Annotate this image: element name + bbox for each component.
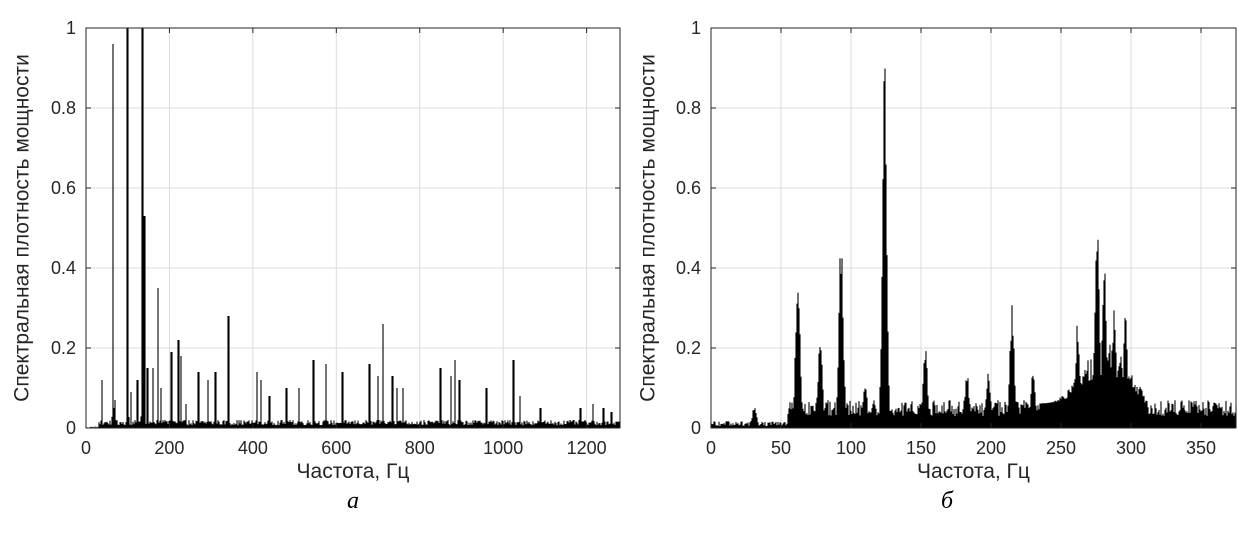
y-axis-label-b: Спектральная плотность мощности	[637, 54, 660, 402]
y-tick-label-a: 0.6	[51, 178, 76, 198]
panel-label-b: б	[941, 488, 954, 514]
x-tick-label-b: 250	[1046, 438, 1076, 458]
plot-area-b	[711, 28, 1236, 428]
x-tick-label-a: 1000	[483, 438, 523, 458]
x-tick-label-a: 400	[238, 438, 268, 458]
x-tick-label-b: 50	[771, 438, 791, 458]
plot-area-a	[86, 28, 620, 428]
x-tick-label-b: 200	[976, 438, 1006, 458]
x-tick-label-b: 300	[1116, 438, 1146, 458]
y-tick-label-b: 0.8	[676, 98, 701, 118]
x-tick-label-a: 0	[81, 438, 91, 458]
y-tick-label-b: 0.4	[676, 258, 701, 278]
x-tick-label-b: 0	[706, 438, 716, 458]
y-tick-label-b: 0.6	[676, 178, 701, 198]
y-tick-label-a: 0.4	[51, 258, 76, 278]
x-axis-label-b: Частота, Гц	[917, 460, 1030, 483]
axes-box-b	[710, 27, 1237, 429]
axes-box-a	[85, 27, 621, 429]
x-tick-label-b: 150	[906, 438, 936, 458]
x-tick-label-a: 200	[154, 438, 184, 458]
y-axis-label-a: Спектральная плотность мощности	[11, 54, 34, 402]
x-tick-label-b: 100	[836, 438, 866, 458]
x-tick-label-a: 800	[405, 438, 435, 458]
y-tick-label-a: 0.8	[51, 98, 76, 118]
y-tick-label-a: 1	[66, 18, 76, 38]
y-tick-label-a: 0.2	[51, 338, 76, 358]
y-tick-label-a: 0	[66, 418, 76, 438]
chart-panel-a: 0 200 400 600 800 1000 1200 0 0.2 0.4 0.6 0.8 1 Часто…	[11, 18, 621, 514]
chart-panel-b: 0 50 100 150 200 250 300 350 0 0.2 0.4 0.6 0.8 1 Часто…	[637, 18, 1237, 514]
x-tick-label-a: 600	[321, 438, 351, 458]
panel-label-a: а	[347, 488, 359, 514]
y-tick-label-b: 0	[691, 418, 701, 438]
x-tick-label-a: 1200	[567, 438, 607, 458]
y-tick-label-b: 1	[691, 18, 701, 38]
y-tick-label-b: 0.2	[676, 338, 701, 358]
x-tick-label-b: 350	[1186, 438, 1216, 458]
x-axis-label-a: Частота, Гц	[297, 460, 410, 483]
